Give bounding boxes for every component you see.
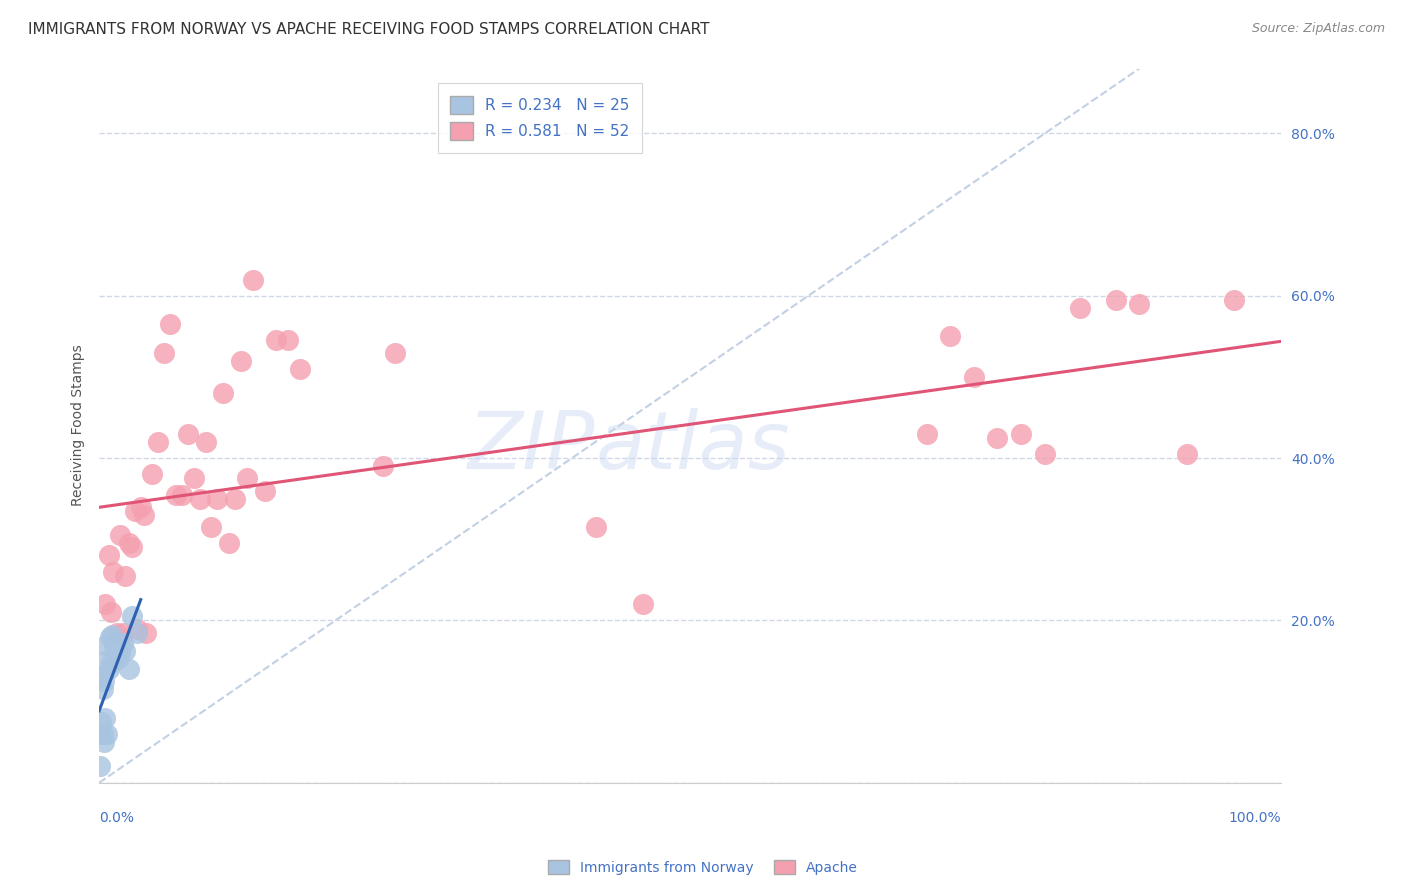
Point [153, 345, 176, 359]
Point [98, 630, 121, 644]
Point [111, 625, 134, 640]
Legend: Immigrants from Norway, Apache: Immigrants from Norway, Apache [543, 855, 863, 880]
Point [218, 536, 240, 550]
Point [125, 622, 148, 636]
Point [100, 605, 122, 619]
Point [107, 652, 129, 666]
Point [939, 329, 962, 343]
Point [229, 353, 252, 368]
Point [132, 508, 155, 522]
Point [103, 640, 125, 654]
Point [124, 504, 146, 518]
Point [118, 662, 141, 676]
Point [200, 520, 222, 534]
Point [91, 682, 114, 697]
Point [100, 656, 122, 670]
Text: ZIP: ZIP [468, 408, 596, 486]
Point [194, 434, 217, 449]
Point [90, 714, 112, 729]
Point [1223, 293, 1246, 307]
Point [121, 609, 143, 624]
Point [170, 487, 193, 501]
Point [277, 334, 299, 348]
Point [97, 662, 120, 676]
Point [94, 654, 117, 668]
Point [129, 500, 152, 514]
Point [1033, 447, 1056, 461]
Point [111, 636, 134, 650]
Point [585, 520, 607, 534]
Point [96, 638, 118, 652]
Point [121, 541, 143, 555]
Text: atlas: atlas [596, 408, 790, 486]
Point [986, 431, 1008, 445]
Point [90, 670, 112, 684]
Legend: R = 0.234   N = 25, R = 0.581   N = 52: R = 0.234 N = 25, R = 0.581 N = 52 [437, 83, 641, 153]
Point [212, 386, 235, 401]
Point [93, 735, 115, 749]
Point [114, 568, 136, 582]
Text: IMMIGRANTS FROM NORWAY VS APACHE RECEIVING FOOD STAMPS CORRELATION CHART: IMMIGRANTS FROM NORWAY VS APACHE RECEIVI… [28, 22, 710, 37]
Point [135, 625, 157, 640]
Point [384, 345, 406, 359]
Point [253, 483, 276, 498]
Point [288, 361, 311, 376]
Point [242, 272, 264, 286]
Text: Source: ZipAtlas.com: Source: ZipAtlas.com [1251, 22, 1385, 36]
Point [91, 727, 114, 741]
Point [93, 674, 115, 689]
Point [177, 426, 200, 441]
Point [114, 644, 136, 658]
Point [141, 467, 163, 482]
Point [89, 759, 111, 773]
Point [110, 528, 132, 542]
Point [1175, 447, 1198, 461]
Point [94, 711, 117, 725]
Text: 100.0%: 100.0% [1229, 811, 1281, 825]
Point [1128, 297, 1150, 311]
Point [148, 434, 170, 449]
Point [224, 491, 246, 506]
Point [96, 727, 118, 741]
Point [118, 536, 141, 550]
Point [963, 370, 986, 384]
Point [1069, 301, 1091, 315]
Point [89, 727, 111, 741]
Point [110, 646, 132, 660]
Point [105, 625, 128, 640]
Y-axis label: Receiving Food Stamps: Receiving Food Stamps [72, 344, 86, 507]
Point [97, 549, 120, 563]
Point [94, 597, 117, 611]
Point [165, 487, 187, 501]
Text: 0.0%: 0.0% [100, 811, 134, 825]
Point [371, 459, 394, 474]
Point [1105, 293, 1128, 307]
Point [101, 628, 124, 642]
Point [104, 636, 127, 650]
Point [103, 565, 125, 579]
Point [915, 426, 938, 441]
Point [1010, 426, 1032, 441]
Point [631, 597, 654, 611]
Point [207, 491, 229, 506]
Point [159, 317, 181, 331]
Point [188, 491, 211, 506]
Point [266, 334, 288, 348]
Point [183, 471, 205, 485]
Point [125, 625, 148, 640]
Point [236, 471, 259, 485]
